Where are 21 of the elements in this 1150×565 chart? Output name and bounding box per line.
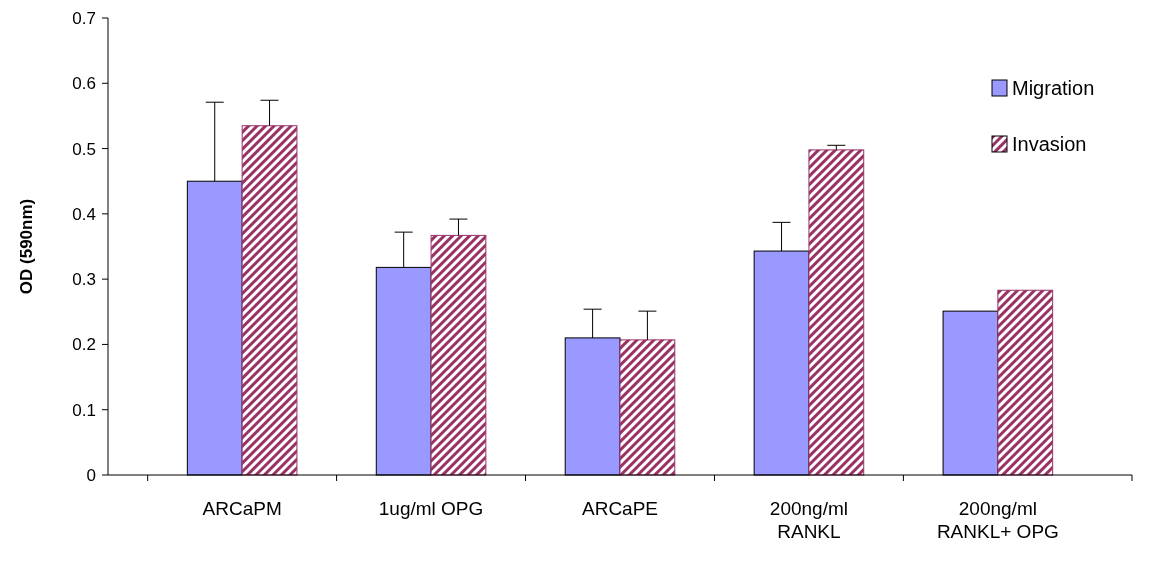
y-tick-label: 0.5 <box>72 139 96 159</box>
bar <box>430 234 487 476</box>
y-tick-label: 0.3 <box>72 270 96 290</box>
x-tick-label: 200ng/ml RANKL <box>769 498 849 542</box>
y-tick-label: 0.4 <box>72 204 96 224</box>
y-tick-label: 0.1 <box>72 400 96 420</box>
y-axis-title: OD (590nm) <box>17 198 36 295</box>
x-tick-label: 200ng/ml RANKL+ OPG <box>936 498 1059 542</box>
legend-label: Migration <box>1012 77 1095 99</box>
bar <box>997 289 1054 476</box>
x-tick-label: 1ug/ml OPG <box>378 498 484 519</box>
y-tick-label: 0.6 <box>72 74 96 94</box>
x-tick-label: ARCaPE <box>581 498 659 519</box>
y-tick-label: 0 <box>86 465 96 485</box>
bar <box>808 149 865 476</box>
legend-label: Invasion <box>1012 133 1087 155</box>
y-tick-label: 0.2 <box>72 335 96 355</box>
y-tick-label: 0.7 <box>72 8 96 28</box>
x-tick-label: ARCaPM <box>202 498 282 519</box>
bar <box>619 339 676 476</box>
bar <box>241 125 298 476</box>
